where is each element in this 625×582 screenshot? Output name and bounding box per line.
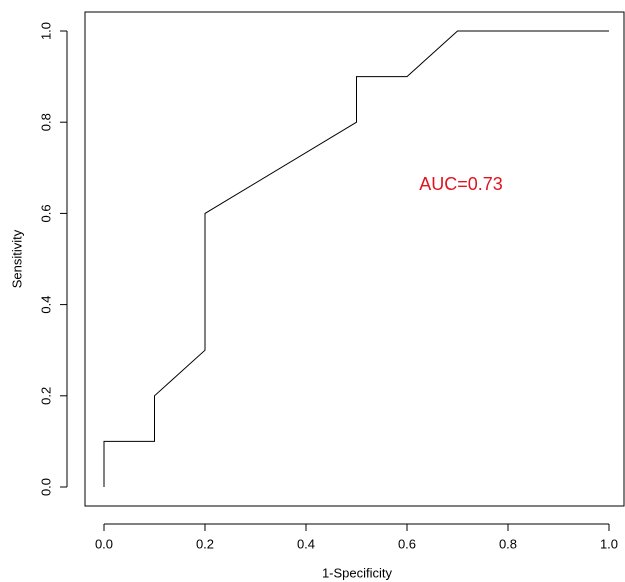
x-tick-label: 0.2 xyxy=(196,536,214,551)
x-tick-label: 0.0 xyxy=(95,536,113,551)
y-tick-label: 0.0 xyxy=(38,478,53,496)
x-tick-label: 0.4 xyxy=(297,536,315,551)
x-tick-label: 1.0 xyxy=(600,536,618,551)
y-tick-label: 0.6 xyxy=(38,204,53,222)
y-tick-label: 1.0 xyxy=(38,22,53,40)
y-tick-label: 0.2 xyxy=(38,387,53,405)
y-tick-label: 0.8 xyxy=(38,113,53,131)
x-tick-label: 0.8 xyxy=(499,536,517,551)
x-axis-label: 1-Specificity xyxy=(322,565,393,580)
roc-line xyxy=(103,30,609,487)
x-tick-label: 0.6 xyxy=(398,536,416,551)
y-axis-label: Sensitivity xyxy=(9,229,24,288)
y-tick-label: 0.4 xyxy=(38,296,53,314)
annotation: AUC=0.73 xyxy=(419,174,503,194)
plot-frame xyxy=(84,11,625,507)
